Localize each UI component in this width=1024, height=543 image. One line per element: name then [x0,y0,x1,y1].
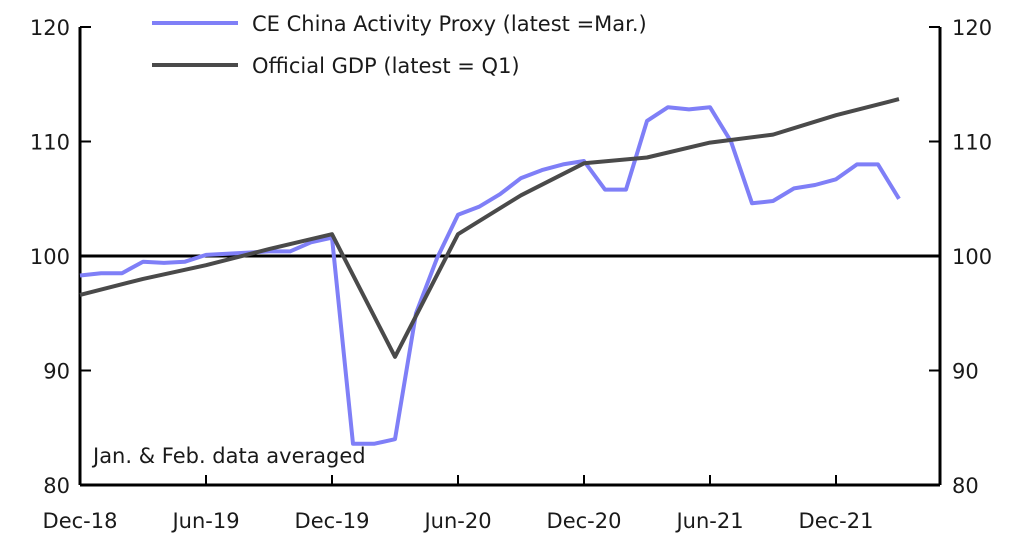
note-annotation: Jan. & Feb. data averaged [91,444,366,468]
legend-label-activity-proxy: CE China Activity Proxy (latest =Mar.) [252,12,647,36]
x-tick-label: Jun-21 [674,509,743,533]
x-tick-label: Dec-20 [547,509,622,533]
legend-label-official-gdp: Official GDP (latest = Q1) [252,54,520,78]
x-tick-label: Jun-20 [422,509,491,533]
legend: CE China Activity Proxy (latest =Mar.) O… [152,12,647,78]
y-tick-label-left: 90 [43,360,70,384]
y-tick-label-right: 110 [952,131,992,155]
y-tick-label-left: 100 [30,245,70,269]
series-line-official-gdp [79,97,900,359]
x-tick-label: Dec-18 [43,509,118,533]
y-tick-label-left: 110 [30,131,70,155]
y-tick-label-right: 90 [952,360,979,384]
y-tick-label-left: 120 [30,16,70,40]
series-line-activity-proxy [79,105,901,446]
axes: 80 80 90 90 100 100 110 110 120 120 Dec-18 Jun-19 De… [30,16,992,533]
x-tick-label: Dec-19 [295,509,370,533]
y-tick-label-right: 120 [952,16,992,40]
y-tick-label-right: 80 [952,474,979,498]
y-tick-label-right: 100 [952,245,992,269]
x-tick-label: Jun-19 [170,509,239,533]
y-tick-label-left: 80 [43,474,70,498]
series-layer [79,97,901,446]
x-tick-label: Dec-21 [799,509,874,533]
